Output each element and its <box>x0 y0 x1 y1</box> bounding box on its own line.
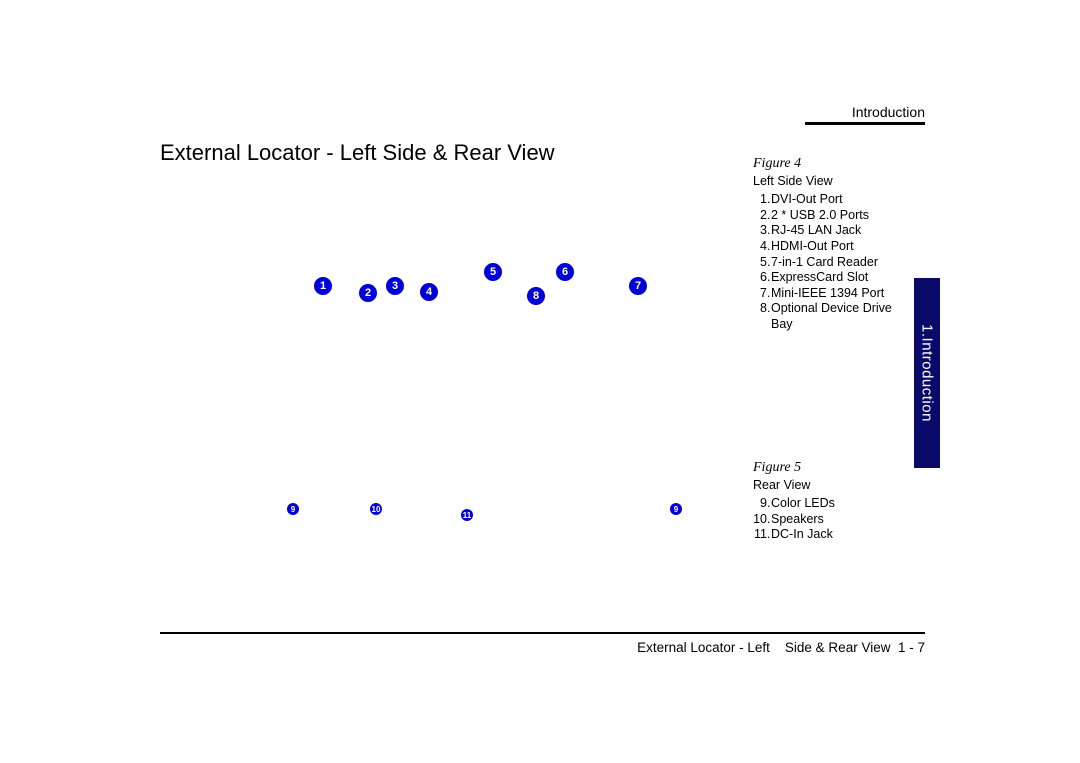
list-item-text: ExpressCard Slot <box>771 270 868 284</box>
list-item: 7.Mini-IEEE 1394 Port <box>753 286 898 302</box>
callout-marker: 9 <box>287 503 299 515</box>
figure5-title: Figure 5 <box>753 460 898 476</box>
list-item-dot: . <box>767 527 770 543</box>
list-item-number: 9 <box>753 496 767 512</box>
figure5-list: 9.Color LEDs10.Speakers11.DC-In Jack <box>753 496 898 543</box>
list-item-dot: . <box>767 255 770 271</box>
list-item: 8.Optional Device Drive Bay <box>753 301 898 332</box>
callout-marker: 7 <box>629 277 647 295</box>
callout-marker: 3 <box>386 277 404 295</box>
list-item-number: 6 <box>753 270 767 286</box>
page-title: External Locator - Left Side & Rear View <box>160 140 555 166</box>
footer-text: External Locator - Left Side & Rear View… <box>637 640 925 655</box>
header-rule <box>805 122 925 125</box>
page: Introduction External Locator - Left Sid… <box>0 0 1080 763</box>
list-item-number: 2 <box>753 208 767 224</box>
list-item-text: RJ-45 LAN Jack <box>771 223 861 237</box>
list-item-dot: . <box>767 208 770 224</box>
footer-page: 1 - 7 <box>898 640 925 655</box>
callout-marker: 5 <box>484 263 502 281</box>
list-item: 1.DVI-Out Port <box>753 192 898 208</box>
callout-marker: 6 <box>556 263 574 281</box>
figure4-subtitle: Left Side View <box>753 174 898 188</box>
list-item-text: Speakers <box>771 512 824 526</box>
list-item-text: 7-in-1 Card Reader <box>771 255 878 269</box>
footer-rule <box>160 632 925 634</box>
callout-marker: 9 <box>670 503 682 515</box>
list-item: 11.DC-In Jack <box>753 527 898 543</box>
callout-marker: 1 <box>314 277 332 295</box>
callout-marker: 10 <box>370 503 382 515</box>
list-item-text: 2 * USB 2.0 Ports <box>771 208 869 222</box>
figure4-legend: Figure 4 Left Side View 1.DVI-Out Port2.… <box>753 156 898 333</box>
footer-right: Side & Rear View <box>785 640 891 655</box>
list-item: 10.Speakers <box>753 512 898 528</box>
list-item-dot: . <box>767 239 770 255</box>
list-item-number: 7 <box>753 286 767 302</box>
list-item-number: 8 <box>753 301 767 317</box>
list-item-text: Mini-IEEE 1394 Port <box>771 286 884 300</box>
list-item: 6.ExpressCard Slot <box>753 270 898 286</box>
header-section-label: Introduction <box>852 104 925 120</box>
callout-marker: 4 <box>420 283 438 301</box>
list-item-number: 3 <box>753 223 767 239</box>
list-item-dot: . <box>767 496 770 512</box>
list-item-text: HDMI-Out Port <box>771 239 854 253</box>
list-item: 3.RJ-45 LAN Jack <box>753 223 898 239</box>
figure4-list: 1.DVI-Out Port2.2 * USB 2.0 Ports3.RJ-45… <box>753 192 898 333</box>
list-item-number: 1 <box>753 192 767 208</box>
callout-marker: 11 <box>461 509 473 521</box>
list-item-text: Color LEDs <box>771 496 835 510</box>
list-item-dot: . <box>767 512 770 528</box>
list-item-number: 5 <box>753 255 767 271</box>
list-item-number: 11 <box>753 527 767 543</box>
figure4-title: Figure 4 <box>753 156 898 172</box>
list-item: 5.7-in-1 Card Reader <box>753 255 898 271</box>
chapter-tab: 1.Introduction <box>914 278 940 468</box>
list-item: 2.2 * USB 2.0 Ports <box>753 208 898 224</box>
footer-left: External Locator - Left <box>637 640 770 655</box>
list-item-dot: . <box>767 301 770 317</box>
list-item-number: 4 <box>753 239 767 255</box>
callout-marker: 8 <box>527 287 545 305</box>
callout-marker: 2 <box>359 284 377 302</box>
list-item-number: 10 <box>753 512 767 528</box>
list-item-dot: . <box>767 286 770 302</box>
list-item-text: DC-In Jack <box>771 527 833 541</box>
chapter-tab-label: 1.Introduction <box>919 324 936 422</box>
figure5-subtitle: Rear View <box>753 478 898 492</box>
list-item-text: DVI-Out Port <box>771 192 843 206</box>
figure5-legend: Figure 5 Rear View 9.Color LEDs10.Speake… <box>753 460 898 543</box>
list-item-dot: . <box>767 223 770 239</box>
list-item: 9.Color LEDs <box>753 496 898 512</box>
list-item-text: Optional Device Drive Bay <box>771 301 892 331</box>
list-item: 4.HDMI-Out Port <box>753 239 898 255</box>
list-item-dot: . <box>767 192 770 208</box>
list-item-dot: . <box>767 270 770 286</box>
